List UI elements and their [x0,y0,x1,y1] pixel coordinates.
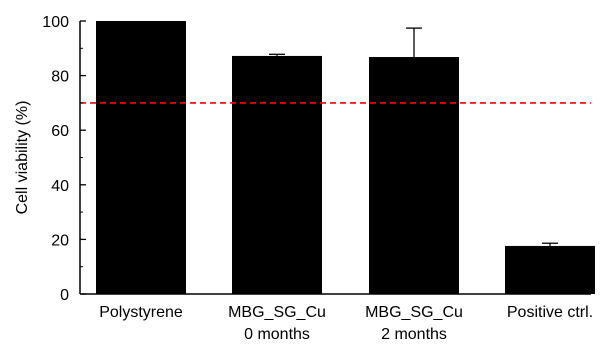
x-tick-label-line: 0 months [244,326,310,343]
x-tick-label-line: Polystyrene [99,304,183,321]
error-bar-2 [269,53,285,56]
x-tick-label-line: Positive ctrl. [507,304,593,321]
y-tick-label: 100 [42,14,69,31]
bar-1 [96,21,186,294]
x-tick-label-line: MBG_SG_Cu [365,304,463,321]
y-tick-label: 80 [51,69,69,86]
y-tick-label: 40 [51,178,69,195]
y-tick-label: 60 [51,123,69,140]
bar-2 [232,55,322,294]
error-bar-4 [542,242,558,246]
x-tick-label-3: MBG_SG_Cu 2 months [365,304,463,343]
y-tick-label: 20 [51,232,69,249]
y-tick-label: 0 [60,287,69,304]
error-bar-3 [406,27,422,58]
x-tick-label-4: Positive ctrl. [507,304,593,321]
bar-3 [369,57,459,295]
y-axis-title: Cell viability (%) [14,101,31,215]
x-tick-label-line: MBG_SG_Cu [228,304,326,321]
bar-4 [505,245,595,294]
x-tick-label-1: Polystyrene [99,304,183,321]
x-tick-label-line: 2 months [381,326,447,343]
x-tick-label-2: MBG_SG_Cu 0 months [228,304,326,343]
